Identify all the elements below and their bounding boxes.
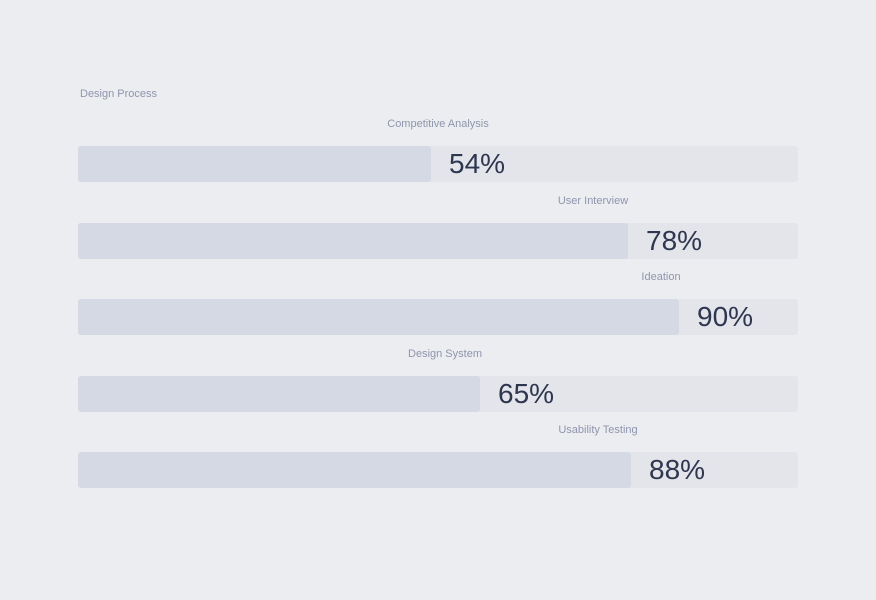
- bar-track: 54%: [78, 146, 798, 182]
- bar-value-label: 54%: [449, 148, 506, 179]
- bar-track: 88%: [78, 452, 798, 488]
- bar-value-label: 78%: [646, 224, 703, 256]
- bar-row: Competitive Analysis 54%: [78, 114, 798, 191]
- bar-category-label: User Interview: [557, 194, 629, 207]
- chart-title: Design Process: [80, 88, 158, 100]
- bar-fill: [78, 375, 480, 412]
- bar-rows: Competitive Analysis 54% User Interview 78%…: [78, 114, 798, 497]
- bar-row: Design System 65%: [78, 344, 798, 421]
- bar-track: 65%: [78, 375, 798, 412]
- bar-category-label: Ideation: [641, 271, 681, 283]
- bar-fill: [78, 146, 431, 182]
- bar-category-label: Design System: [408, 347, 482, 360]
- bar-category-label: Usability Testing: [558, 424, 638, 436]
- bar-fill: [78, 299, 679, 335]
- bar-value-label: 88%: [649, 454, 706, 485]
- bar-value-label: 65%: [498, 377, 555, 409]
- bar-category-label: Competitive Analysis: [387, 118, 489, 130]
- bar-row: Usability Testing 88%: [78, 420, 798, 497]
- bar-fill: [78, 452, 631, 488]
- bar-fill: [78, 222, 628, 259]
- bar-row: Ideation 90%: [78, 267, 798, 344]
- bar-row: User Interview 78%: [78, 191, 798, 268]
- bar-track: 78%: [78, 222, 798, 259]
- bar-track: 90%: [78, 299, 798, 335]
- bar-value-label: 90%: [697, 301, 754, 332]
